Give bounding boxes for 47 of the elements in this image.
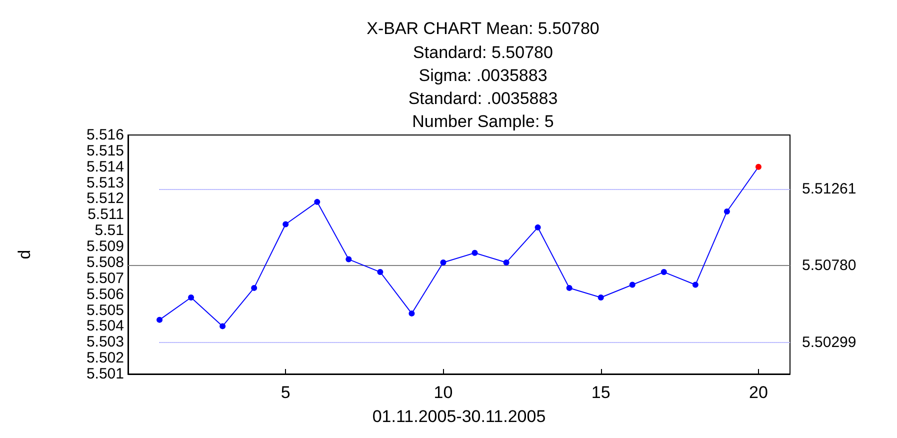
- y-tick-label: 5.508: [86, 254, 124, 271]
- y-tick-label: 5.509: [86, 238, 124, 256]
- y-tick-label: 5.502: [86, 350, 124, 367]
- x-tick-label: 15: [591, 383, 610, 402]
- y-tick-label: 5.507: [86, 270, 124, 287]
- point: [282, 221, 289, 228]
- y-axis-title: d: [15, 250, 34, 260]
- y-tick-label: 5.504: [86, 318, 124, 335]
- ref-line-label: 5.50780: [802, 257, 856, 274]
- y-tick-label: 5.514: [86, 158, 124, 176]
- y-tick-label: 5.505: [86, 302, 124, 319]
- point: [220, 323, 226, 330]
- y-tick-label: 5.512: [86, 190, 124, 208]
- y-tick-label: 5.506: [86, 286, 124, 303]
- point: [156, 316, 163, 323]
- point: [377, 269, 384, 276]
- point: [251, 284, 258, 291]
- point: [629, 282, 636, 288]
- point: [440, 259, 446, 266]
- point: [503, 259, 510, 266]
- x-axis-title: 01.11.2005-30.11.2005: [372, 407, 546, 426]
- chart-subtitle: Standard: 5.50780 Sigma: .0035883 Standard: .0035883 Number Sample: 5: [408, 43, 558, 131]
- ref-line-label: 5.50299: [802, 334, 856, 351]
- x-tick-label: 20: [749, 383, 768, 402]
- y-tick-label: 5.503: [86, 334, 124, 351]
- point: [534, 224, 541, 230]
- y-tick-label: 5.515: [86, 142, 124, 160]
- point: [188, 294, 194, 301]
- y-tick-label: 5.513: [86, 174, 124, 192]
- y-tick-label: 5.501: [86, 366, 124, 382]
- point: [660, 269, 667, 276]
- x-tick-label: 5: [280, 383, 290, 402]
- y-tick-label: 5.51: [94, 222, 124, 240]
- y-tick-label: 5.511: [88, 206, 124, 224]
- point: [408, 310, 415, 316]
- ref-line-label: 5.51261: [802, 180, 856, 198]
- point: [598, 294, 604, 301]
- chart-title: X-BAR CHART Mean: 5.50780: [366, 19, 600, 38]
- y-tick-label: 5.516: [86, 126, 124, 144]
- x-tick-label: 10: [434, 383, 453, 402]
- point: [346, 256, 352, 262]
- point: [724, 208, 730, 214]
- point: [755, 164, 762, 170]
- point: [472, 250, 478, 256]
- point: [566, 284, 572, 291]
- point: [692, 282, 698, 288]
- point: [314, 198, 320, 205]
